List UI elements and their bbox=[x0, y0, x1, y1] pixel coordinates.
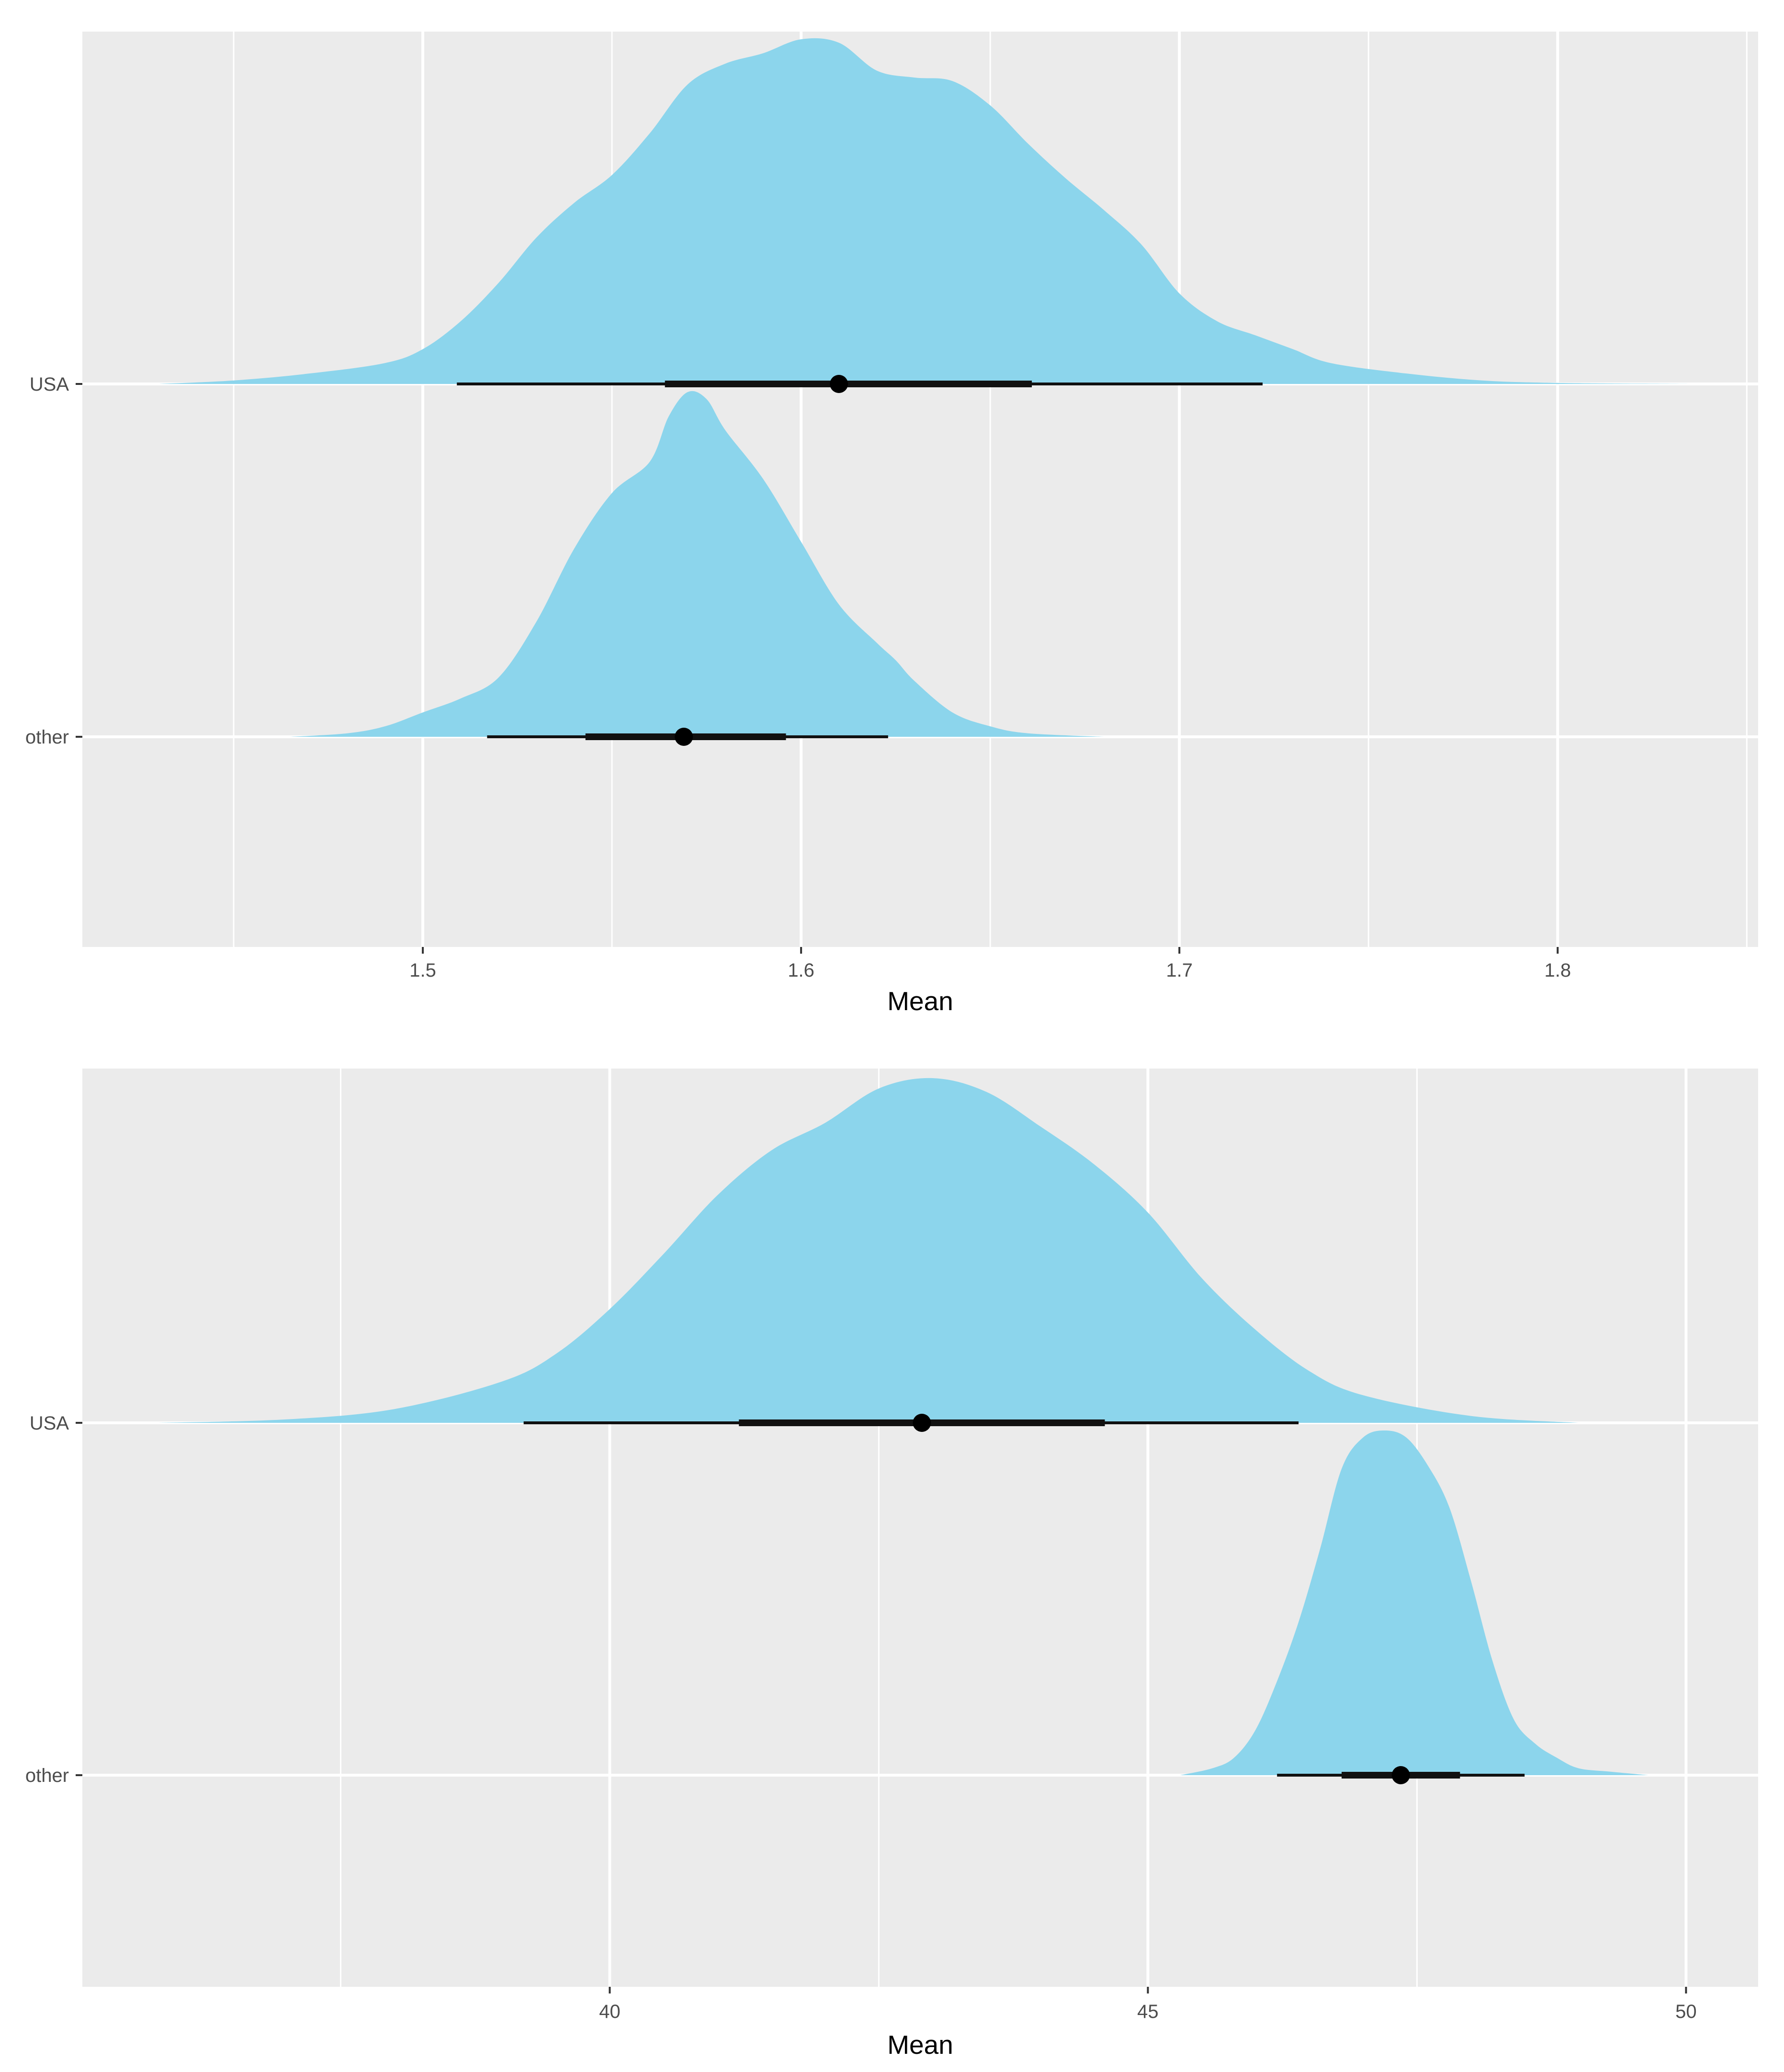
density-usa bbox=[158, 1078, 1579, 1423]
x-axis-title: Mean bbox=[887, 2030, 953, 2060]
upper-chart-panel: USA other 1.5 1.6 1.7 1.8 Mean bbox=[25, 32, 1758, 1016]
point-estimate-other bbox=[675, 728, 693, 746]
x-tick-label: 1.7 bbox=[1166, 960, 1193, 981]
density-other bbox=[1180, 1430, 1649, 1775]
x-tick-label: 1.6 bbox=[788, 960, 814, 981]
point-estimate-usa bbox=[913, 1414, 931, 1432]
density-usa bbox=[158, 38, 1690, 384]
point-estimate-other bbox=[1391, 1766, 1410, 1784]
x-tick-label: 1.5 bbox=[409, 960, 436, 981]
y-tick-label: other bbox=[25, 1765, 69, 1786]
x-tick-label: 50 bbox=[1675, 2001, 1697, 2022]
y-tick-label: other bbox=[25, 727, 69, 748]
x-tick-label: 45 bbox=[1137, 2001, 1159, 2022]
x-tick-label: 40 bbox=[599, 2001, 621, 2022]
y-tick-label: USA bbox=[30, 374, 69, 395]
lower-chart-panel: USA other 40 45 50 Mean bbox=[25, 1069, 1758, 2060]
x-axis-title: Mean bbox=[887, 986, 953, 1016]
x-tick-label: 1.8 bbox=[1544, 960, 1571, 981]
point-estimate-usa bbox=[830, 375, 848, 393]
density-other bbox=[290, 391, 1104, 737]
y-tick-label: USA bbox=[30, 1413, 69, 1434]
